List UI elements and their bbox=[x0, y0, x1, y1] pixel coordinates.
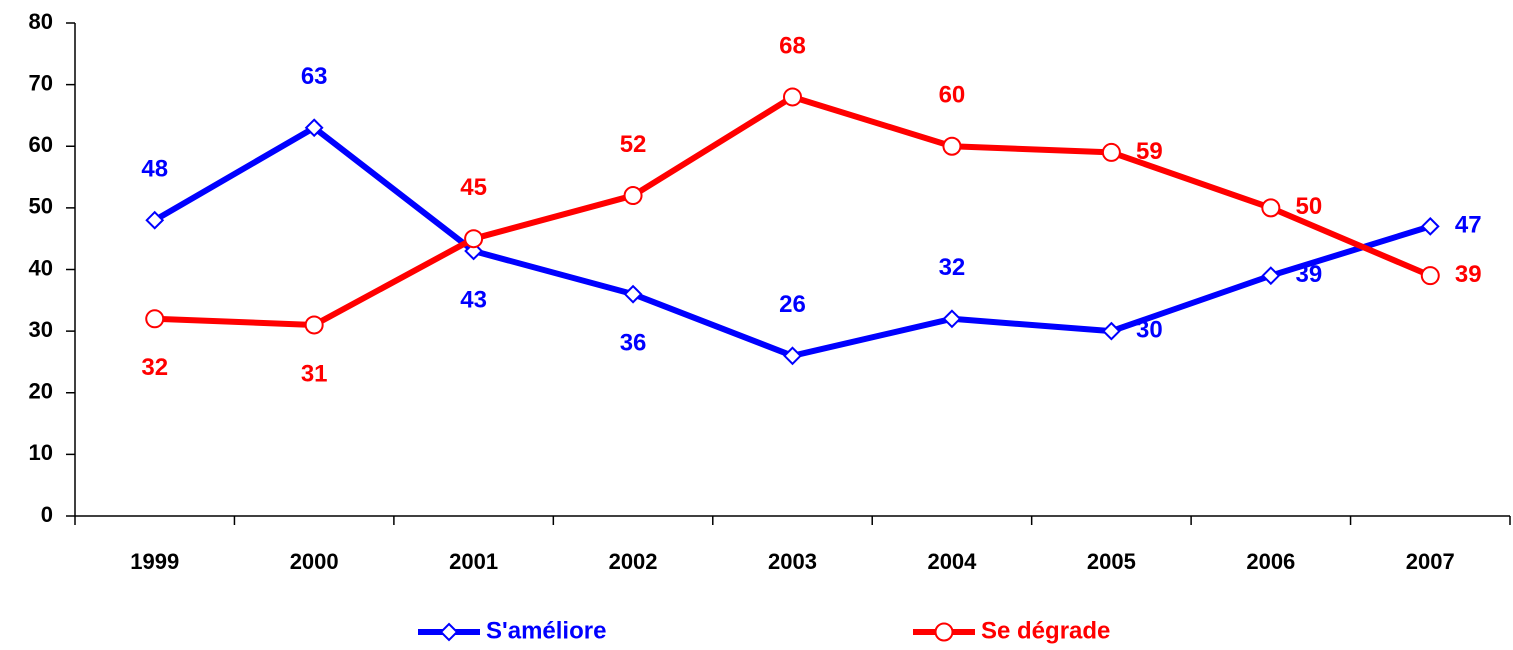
y-tick-label: 50 bbox=[29, 194, 53, 219]
data-label: 59 bbox=[1136, 138, 1163, 165]
data-label: 30 bbox=[1136, 316, 1163, 343]
marker bbox=[623, 186, 643, 206]
marker bbox=[942, 309, 962, 329]
data-label: 26 bbox=[779, 291, 806, 318]
data-label: 32 bbox=[141, 354, 168, 381]
y-tick-label: 20 bbox=[29, 379, 53, 404]
marker bbox=[304, 118, 324, 138]
y-tick-label: 80 bbox=[29, 9, 53, 34]
marker bbox=[783, 87, 802, 107]
data-label: 60 bbox=[939, 82, 966, 109]
x-tick-label: 1999 bbox=[130, 549, 179, 574]
y-tick-label: 10 bbox=[29, 440, 53, 465]
data-label: 48 bbox=[141, 156, 168, 183]
series: 32 31 45 52 68 60 59 50 39 bbox=[141, 32, 1481, 387]
y-tick-label: 40 bbox=[29, 255, 53, 280]
marker bbox=[464, 229, 484, 249]
data-label: 63 bbox=[301, 63, 328, 90]
data-label: 68 bbox=[779, 32, 806, 59]
series: 48 63 43 36 26 32 30 39 47 bbox=[141, 63, 1482, 366]
data-label: 36 bbox=[620, 329, 647, 356]
x-tick-label: 2006 bbox=[1246, 549, 1295, 574]
data-label: 47 bbox=[1455, 212, 1482, 239]
marker bbox=[439, 622, 459, 642]
y-tick-label: 30 bbox=[29, 317, 53, 342]
x-tick-label: 2003 bbox=[768, 549, 817, 574]
marker bbox=[623, 284, 643, 304]
data-label: 50 bbox=[1295, 193, 1322, 220]
legend-label: S'améliore bbox=[486, 617, 606, 644]
y-tick-label: 60 bbox=[29, 132, 53, 157]
marker bbox=[145, 309, 165, 329]
legend-item: Se dégrade bbox=[913, 617, 1110, 644]
marker bbox=[1101, 142, 1121, 162]
marker bbox=[1261, 198, 1281, 218]
marker bbox=[145, 210, 165, 230]
legend-item: S'améliore bbox=[418, 617, 606, 644]
line bbox=[153, 124, 1432, 359]
marker bbox=[1261, 266, 1281, 286]
y-tick-label: 70 bbox=[29, 70, 53, 95]
marker bbox=[1420, 216, 1440, 236]
data-label: 43 bbox=[460, 286, 487, 313]
x-tick-label: 2007 bbox=[1406, 549, 1455, 574]
data-label: 45 bbox=[460, 174, 487, 201]
x-tick-label: 2000 bbox=[290, 549, 339, 574]
data-label: 32 bbox=[939, 254, 966, 281]
x-tick-label: 2004 bbox=[927, 549, 977, 574]
data-label: 39 bbox=[1455, 261, 1482, 288]
marker bbox=[464, 241, 484, 261]
marker bbox=[1420, 266, 1440, 286]
data-label: 39 bbox=[1295, 261, 1322, 288]
marker bbox=[304, 315, 324, 335]
marker bbox=[934, 622, 954, 642]
y-tick-label: 0 bbox=[41, 502, 53, 527]
x-tick-label: 2005 bbox=[1087, 549, 1136, 574]
x-tick-label: 2001 bbox=[449, 549, 498, 574]
marker bbox=[942, 136, 962, 156]
data-label: 31 bbox=[301, 360, 328, 387]
marker bbox=[783, 346, 802, 366]
x-tick-label: 2002 bbox=[609, 549, 658, 574]
marker bbox=[1101, 321, 1121, 341]
data-label: 52 bbox=[620, 131, 647, 158]
legend-label: Se dégrade bbox=[981, 617, 1110, 644]
